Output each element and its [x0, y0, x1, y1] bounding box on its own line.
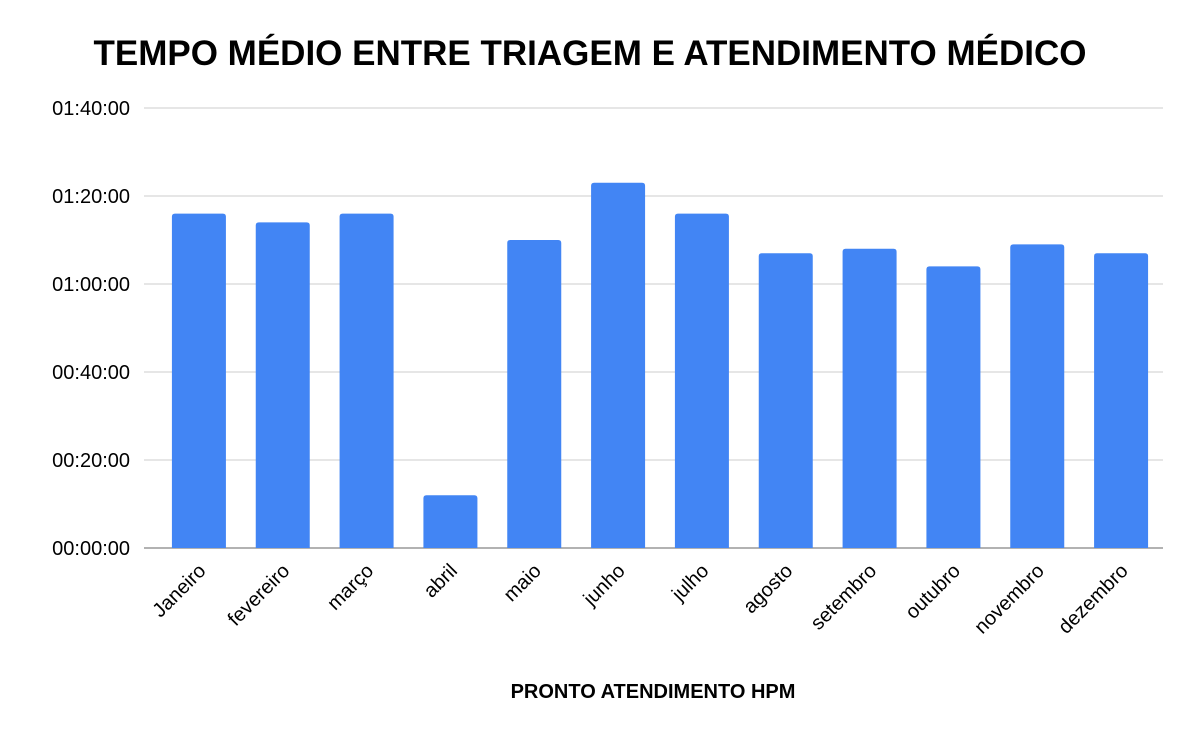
gridlines	[144, 107, 1163, 549]
chart-title: TEMPO MÉDIO ENTRE TRIAGEM E ATENDIMENTO …	[93, 34, 1087, 73]
x-tick-label: maio	[500, 560, 546, 606]
x-axis-ticks: Janeiro fevereiro março abril maio junho julho…	[149, 560, 1133, 638]
bar-junho	[591, 182, 646, 549]
x-tick-label: abril	[420, 560, 462, 602]
x-tick-label: setembro	[807, 560, 882, 635]
y-axis-ticks: 00:00:00 00:20:00 00:40:00 01:00:00 01:20:00…	[52, 98, 130, 560]
bars	[171, 182, 1149, 549]
y-tick-label: 01:20:00	[52, 186, 130, 208]
bar-novembro	[1010, 244, 1065, 548]
x-tick-label: agosto	[739, 560, 797, 618]
bar-outubro	[926, 266, 981, 548]
y-tick-label: 01:40:00	[52, 98, 130, 120]
x-tick-label: dezembro	[1054, 560, 1132, 638]
bar-dezembro	[1094, 253, 1149, 548]
bar-janeiro	[171, 213, 226, 548]
y-tick-label: 00:20:00	[52, 450, 130, 472]
x-tick-label: junho	[579, 560, 630, 611]
x-tick-label: novembro	[970, 560, 1048, 638]
bar-fevereiro	[255, 222, 310, 548]
x-axis-label: PRONTO ATENDIMENTO HPM	[511, 681, 796, 703]
bar-agosto	[758, 253, 813, 548]
bar-março	[339, 213, 394, 548]
y-tick-label: 01:00:00	[52, 274, 130, 296]
bar-abril	[423, 495, 478, 548]
x-tick-label: março	[323, 560, 378, 615]
x-tick-label: julho	[667, 560, 713, 606]
y-tick-label: 00:00:00	[52, 538, 130, 560]
bar-setembro	[842, 248, 897, 549]
x-tick-label: Janeiro	[149, 560, 211, 622]
bar-julho	[674, 213, 729, 548]
y-tick-label: 00:40:00	[52, 362, 130, 384]
x-tick-label: outubro	[901, 560, 965, 624]
bar-maio	[507, 240, 562, 548]
x-tick-label: fevereiro	[224, 560, 295, 631]
